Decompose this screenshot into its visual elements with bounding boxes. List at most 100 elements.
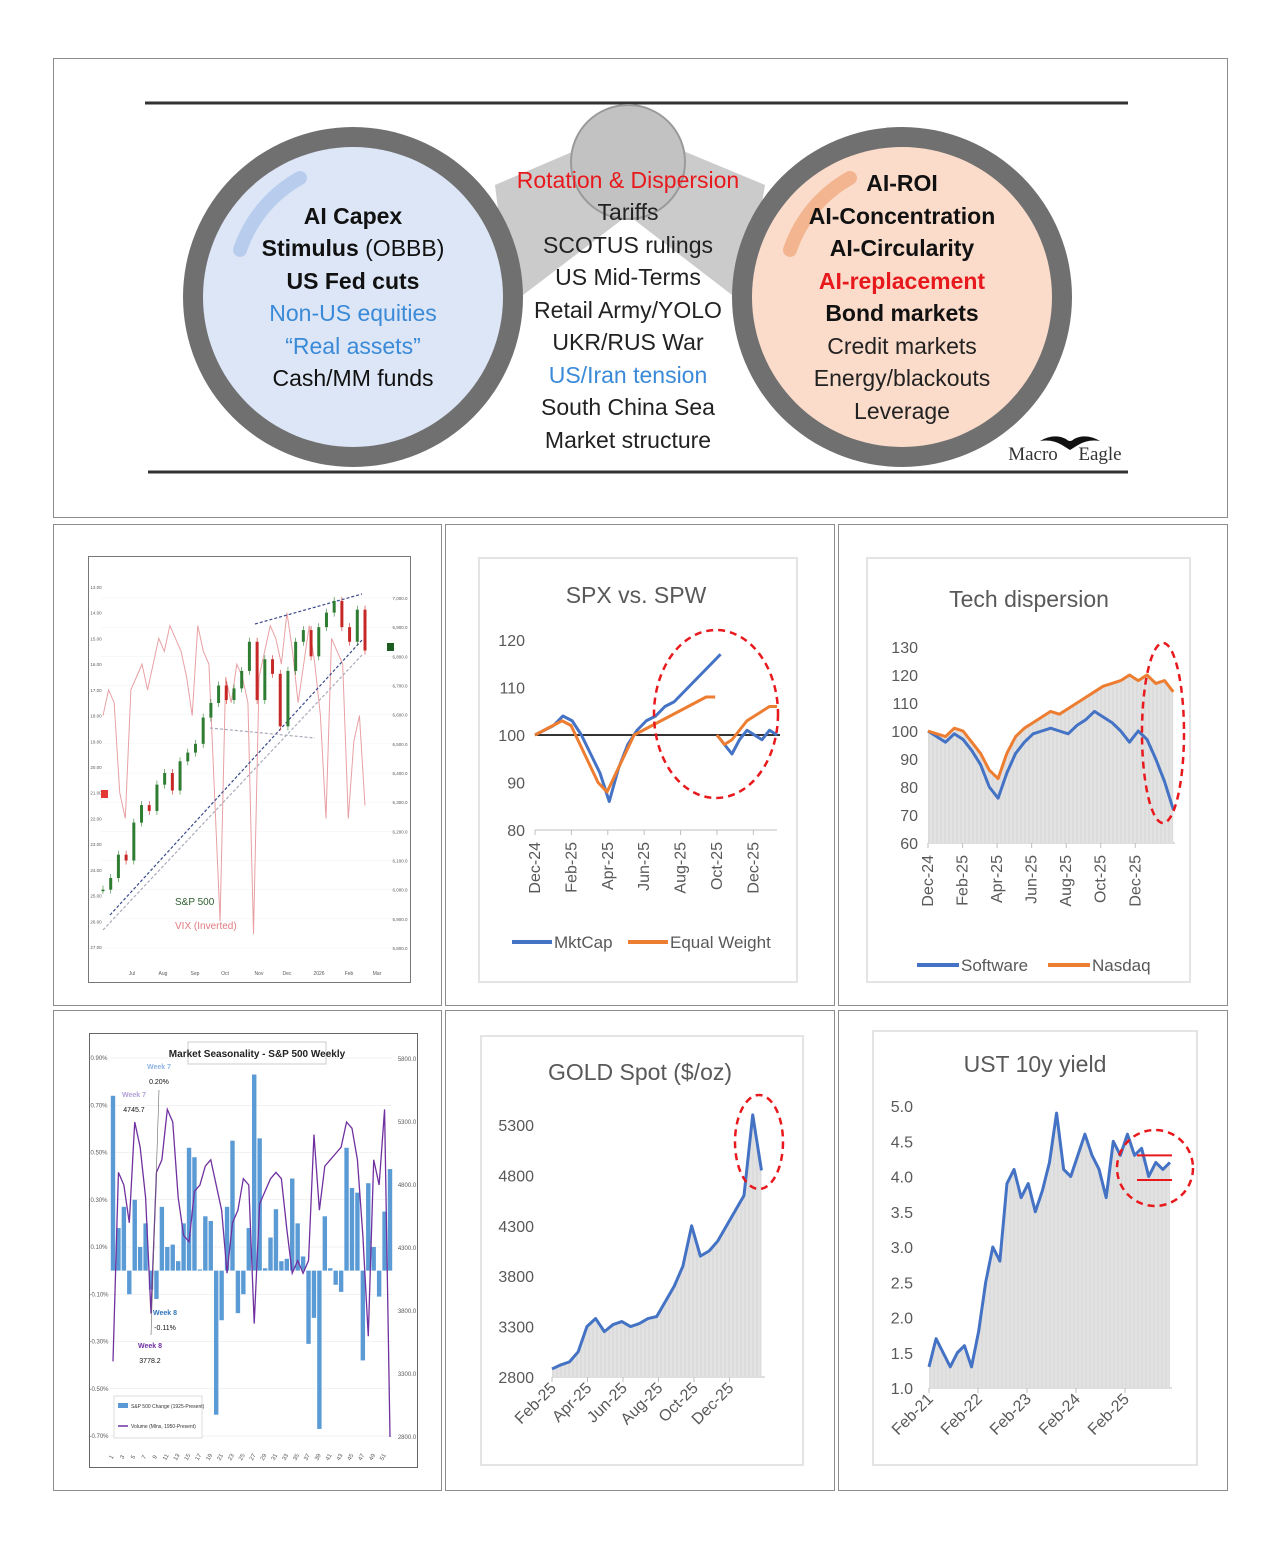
candle xyxy=(278,673,282,727)
annotation-label: Week 8 xyxy=(153,1310,177,1317)
trend-line xyxy=(209,727,316,739)
logo-eagle: Eagle xyxy=(1078,444,1121,465)
left-tick-label: 20.00 xyxy=(90,765,102,770)
x-tick-label: 23 xyxy=(227,1453,236,1462)
legend-label: Nasdaq xyxy=(1092,956,1151,975)
weekly-change-bar xyxy=(159,1206,165,1271)
right-tick-label: 3800.0 xyxy=(398,1309,417,1315)
y-tick-label: 4300 xyxy=(498,1219,534,1236)
weekly-change-bar xyxy=(203,1216,208,1271)
y-tick-label: 110 xyxy=(892,696,918,713)
x-tick-label: 33 xyxy=(282,1453,291,1462)
macro-eagle-logo: Macro Eagle xyxy=(1008,436,1122,465)
candle xyxy=(201,717,205,744)
right-tick-label: 6,800.0 xyxy=(392,654,408,659)
area-fill xyxy=(928,675,1174,843)
middle-item: US/Iran tension xyxy=(549,362,708,388)
weekly-change-bar xyxy=(181,1223,186,1271)
weekly-change-bar xyxy=(132,1199,137,1271)
area-fill xyxy=(929,1113,1170,1388)
x-tick-label: Sep xyxy=(191,971,200,977)
left-item: Cash/MM funds xyxy=(272,365,433,391)
x-tick-label: 15 xyxy=(184,1453,193,1462)
weekly-change-bar xyxy=(338,1270,344,1292)
x-tick-label: Dec-24 xyxy=(920,855,937,907)
middle-item-text: US Mid-Terms xyxy=(555,264,701,290)
x-tick-label: 13 xyxy=(173,1453,182,1462)
x-tick-label: Feb-22 xyxy=(938,1391,986,1439)
weekly-change-bar xyxy=(344,1147,349,1271)
weekly-change-bar xyxy=(360,1270,366,1361)
x-tick-label: Oct-25 xyxy=(1093,855,1110,903)
weekly-change-bar xyxy=(284,1258,290,1271)
left-tick-label: 0.90% xyxy=(90,1056,108,1062)
weekly-change-bar xyxy=(241,1270,246,1295)
candle xyxy=(309,630,313,657)
middle-item-text: Market structure xyxy=(545,427,711,453)
x-tick-label: 25 xyxy=(238,1453,247,1462)
middle-item-text: UKR/RUS War xyxy=(552,329,704,355)
left-tick-label: 22.00 xyxy=(90,816,102,821)
y-tick-label: 120 xyxy=(891,668,918,685)
left-tick-label: 26.00 xyxy=(90,919,102,924)
series-line-mktcap xyxy=(715,728,778,756)
right-tick-label: 6,500.0 xyxy=(392,742,408,747)
weekly-change-bar xyxy=(382,1211,387,1271)
annotation-leader xyxy=(150,1089,160,1336)
right-item: Energy/blackouts xyxy=(814,365,990,391)
candle xyxy=(332,600,336,613)
annotation-label: Week 8 xyxy=(138,1343,162,1350)
left-item: “Real assets” xyxy=(285,333,420,359)
weekly-change-bar xyxy=(322,1216,328,1271)
weekly-change-bar xyxy=(235,1270,241,1314)
left-tick-label: 18.00 xyxy=(90,714,102,719)
weekly-change-bar xyxy=(154,1270,159,1299)
right-item: Leverage xyxy=(854,398,950,424)
x-tick-label: Feb-25 xyxy=(1085,1391,1133,1439)
candle xyxy=(294,641,298,671)
right-item-text: Credit markets xyxy=(827,333,977,359)
x-tick-label: 21 xyxy=(216,1453,225,1462)
weekly-change-bar xyxy=(279,1261,284,1271)
x-tick-label: Aug-25 xyxy=(1058,855,1075,907)
left-tick-label: 15.00 xyxy=(90,636,102,641)
right-item: AI-Circularity xyxy=(830,235,975,261)
x-tick-label: Apr-25 xyxy=(600,842,617,890)
weekly-change-bar xyxy=(148,1270,154,1290)
legend-box xyxy=(113,1395,203,1439)
y-tick-label: 130 xyxy=(891,640,918,657)
candle xyxy=(170,773,174,791)
x-tick-label: 39 xyxy=(314,1453,323,1462)
center-circle xyxy=(570,104,686,220)
weekly-change-bar xyxy=(273,1209,279,1271)
x-tick-label: Dec xyxy=(283,971,292,977)
left-item: US Fed cuts xyxy=(287,268,420,294)
y-tick-label: 3300 xyxy=(498,1320,534,1337)
weekly-change-bar xyxy=(328,1268,333,1271)
left-tick-label: -0.10% xyxy=(89,1292,109,1298)
trend-line xyxy=(102,654,363,931)
highlight-ellipse xyxy=(1140,641,1186,825)
weekly-change-bar xyxy=(262,1268,268,1271)
left-item-text: US Fed cuts xyxy=(287,268,420,294)
candle xyxy=(124,854,128,861)
right-tick-label: 5800.0 xyxy=(398,1057,417,1063)
weekly-change-bar xyxy=(300,1256,306,1271)
middle-item: US Mid-Terms xyxy=(555,264,701,290)
x-tick-label: Dec-25 xyxy=(745,842,762,894)
y-tick-label: 90 xyxy=(900,752,918,769)
middle-item-text: Rotation & Dispersion xyxy=(517,167,739,193)
y-tick-label: 80 xyxy=(900,780,918,797)
trend-line xyxy=(109,639,363,916)
middle-item: Retail Army/YOLO xyxy=(534,297,722,323)
x-tick-label: 2026 xyxy=(313,971,324,977)
candle xyxy=(101,889,105,892)
x-tick-label: 45 xyxy=(347,1453,356,1462)
weekly-change-bar xyxy=(219,1270,224,1321)
spx-spw-card xyxy=(478,557,798,983)
annotation-label: Week 7 xyxy=(147,1064,171,1071)
x-tick-label: Feb-25 xyxy=(563,842,580,893)
right-item: AI-replacement xyxy=(819,268,986,294)
left-item-text: Stimulus xyxy=(262,235,359,261)
candle xyxy=(247,641,251,671)
